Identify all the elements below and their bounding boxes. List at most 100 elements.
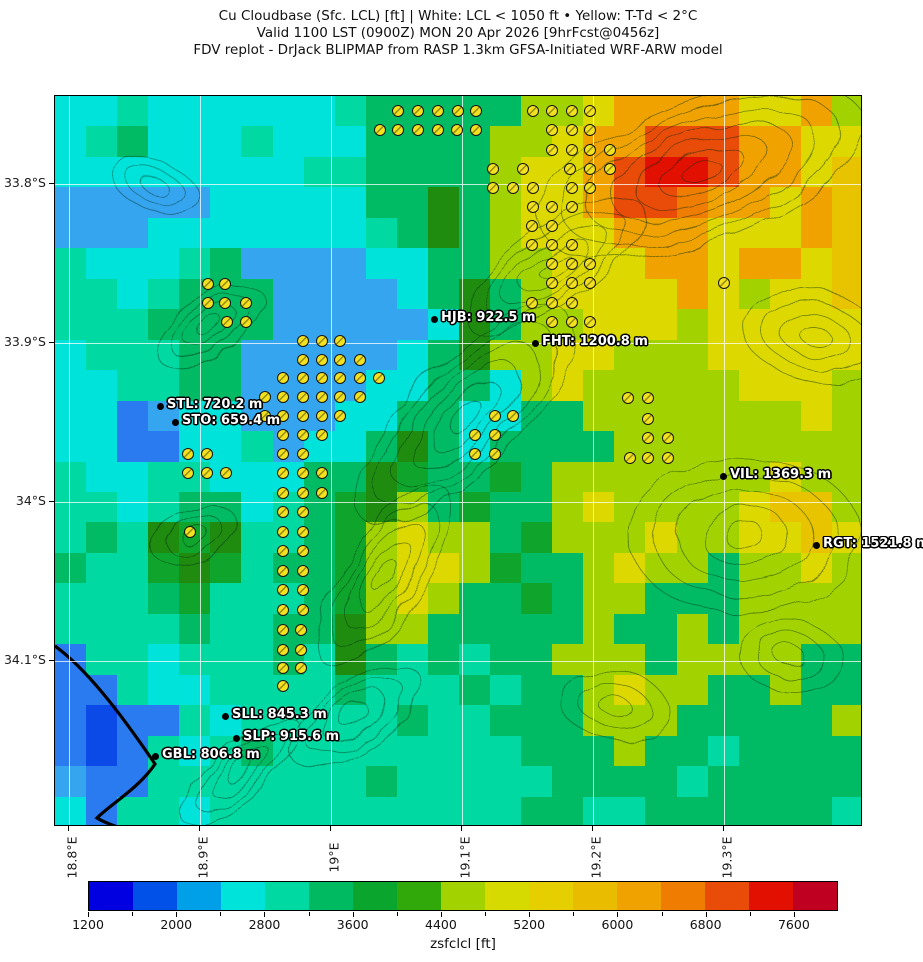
terrain-cell xyxy=(583,796,615,825)
terrain-cell xyxy=(396,217,429,249)
terrain-cell xyxy=(241,156,274,188)
terrain-cell xyxy=(459,735,491,767)
terrain-cell xyxy=(272,583,305,615)
terrain-cell xyxy=(241,766,274,798)
terrain-cell xyxy=(55,522,87,554)
colorbar-tick-label: 2800 xyxy=(248,917,281,932)
terrain-cell xyxy=(148,796,180,825)
terrain-cell xyxy=(334,735,367,767)
terrain-cell xyxy=(769,735,802,767)
terrain-cell xyxy=(396,461,429,493)
terrain-cell xyxy=(800,766,833,798)
terrain-cell xyxy=(86,583,118,615)
terrain-cell xyxy=(365,278,398,310)
terrain-cell xyxy=(490,583,522,615)
terrain-cell xyxy=(552,522,584,554)
terrain-cell xyxy=(303,96,336,128)
terrain-cell xyxy=(521,522,553,554)
terrain-cell xyxy=(614,796,647,825)
colorbar-major-tick xyxy=(352,912,354,917)
terrain-cell xyxy=(179,522,211,554)
terrain-cell xyxy=(334,431,367,463)
terrain-cell xyxy=(583,583,615,615)
terrain-cell xyxy=(645,400,678,432)
terrain-cell xyxy=(521,187,553,219)
terrain-cell xyxy=(334,339,367,371)
terrain-cell xyxy=(241,278,274,310)
terrain-cell xyxy=(365,461,398,493)
terrain-cell xyxy=(800,309,833,341)
terrain-cell xyxy=(117,96,149,128)
colorbar-segment xyxy=(353,882,397,910)
terrain-cell xyxy=(459,400,491,432)
terrain-cell xyxy=(831,613,861,645)
terrain-cell xyxy=(55,583,87,615)
terrain-cell xyxy=(396,187,429,219)
terrain-cell xyxy=(800,583,833,615)
graticule-parallel xyxy=(55,184,861,185)
terrain-cell xyxy=(272,339,305,371)
terrain-cell xyxy=(365,644,398,676)
terrain-cell xyxy=(148,522,180,554)
terrain-cell xyxy=(55,156,87,188)
terrain-cell xyxy=(117,461,149,493)
terrain-cell xyxy=(334,400,367,432)
terrain-cell xyxy=(241,491,274,523)
colorbar-major-tick xyxy=(705,912,707,917)
terrain-cell xyxy=(800,370,833,402)
terrain-cell xyxy=(396,796,429,825)
terrain-cell xyxy=(769,522,802,554)
terrain-cell xyxy=(396,400,429,432)
terrain-cell xyxy=(738,583,771,615)
terrain-cell xyxy=(552,248,584,280)
terrain-cell xyxy=(831,644,861,676)
terrain-cell xyxy=(334,766,367,798)
lon-tick-label: 18.9°E xyxy=(195,836,211,879)
terrain-cell xyxy=(241,735,274,767)
terrain-cell xyxy=(117,309,149,341)
terrain-cell xyxy=(769,248,802,280)
terrain-cell xyxy=(427,644,460,676)
terrain-cell xyxy=(676,491,709,523)
terrain-cell xyxy=(769,674,802,706)
terrain-cell xyxy=(55,461,87,493)
terrain-cell xyxy=(210,766,243,798)
terrain-cell xyxy=(334,796,367,825)
terrain-cell xyxy=(55,674,87,706)
terrain-cell xyxy=(365,674,398,706)
terrain-cell xyxy=(614,96,647,128)
terrain-cell xyxy=(800,705,833,737)
terrain-cell xyxy=(583,674,615,706)
terrain-cell xyxy=(769,309,802,341)
terrain-cell xyxy=(738,309,771,341)
terrain-cell xyxy=(769,461,802,493)
terrain-cell xyxy=(521,613,553,645)
terrain-cell xyxy=(738,552,771,584)
lon-tick-label: 19.1°E xyxy=(457,836,473,879)
terrain-cell xyxy=(800,644,833,676)
terrain-cell xyxy=(614,370,647,402)
terrain-cell xyxy=(490,96,522,128)
terrain-cell xyxy=(86,674,118,706)
terrain-cell xyxy=(117,126,149,158)
terrain-cell xyxy=(831,278,861,310)
terrain-cell xyxy=(365,126,398,158)
terrain-cell xyxy=(427,552,460,584)
terrain-cell xyxy=(831,339,861,371)
terrain-cell xyxy=(272,522,305,554)
terrain-cell xyxy=(800,522,833,554)
terrain-cell xyxy=(707,766,740,798)
terrain-cell xyxy=(210,644,243,676)
terrain-cell xyxy=(583,644,615,676)
terrain-cell xyxy=(86,187,118,219)
terrain-cell xyxy=(459,552,491,584)
terrain-cell xyxy=(645,461,678,493)
colorbar xyxy=(88,881,838,911)
terrain-cell xyxy=(427,96,460,128)
terrain-cell xyxy=(459,461,491,493)
terrain-cell xyxy=(334,705,367,737)
terrain-cell xyxy=(459,309,491,341)
terrain-cell xyxy=(179,400,211,432)
lon-tick-label: 18.8°E xyxy=(64,836,80,879)
terrain-cell xyxy=(645,522,678,554)
